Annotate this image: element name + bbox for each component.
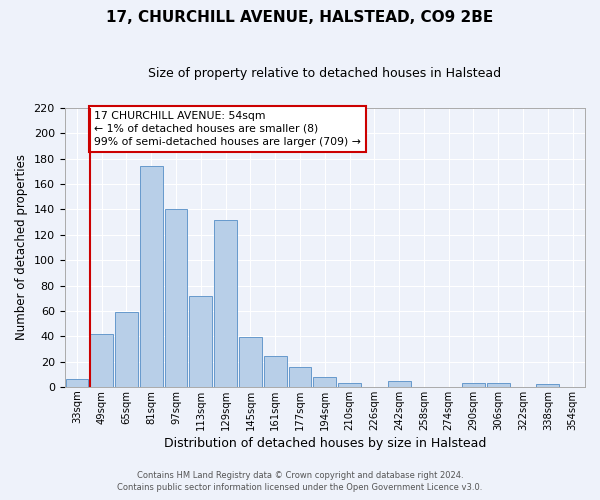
X-axis label: Distribution of detached houses by size in Halstead: Distribution of detached houses by size …: [164, 437, 486, 450]
Text: 17, CHURCHILL AVENUE, HALSTEAD, CO9 2BE: 17, CHURCHILL AVENUE, HALSTEAD, CO9 2BE: [106, 10, 494, 25]
Bar: [338, 383, 361, 387]
Bar: [313, 377, 336, 387]
Bar: [91, 334, 113, 387]
Text: Contains HM Land Registry data © Crown copyright and database right 2024.
Contai: Contains HM Land Registry data © Crown c…: [118, 471, 482, 492]
Bar: [462, 383, 485, 387]
Y-axis label: Number of detached properties: Number of detached properties: [15, 154, 28, 340]
Bar: [239, 338, 262, 387]
Bar: [115, 312, 138, 387]
Bar: [264, 356, 287, 387]
Bar: [140, 166, 163, 387]
Bar: [65, 380, 88, 387]
Bar: [388, 380, 410, 387]
Bar: [536, 384, 559, 387]
Title: Size of property relative to detached houses in Halstead: Size of property relative to detached ho…: [148, 68, 502, 80]
Bar: [190, 296, 212, 387]
Bar: [164, 210, 187, 387]
Text: 17 CHURCHILL AVENUE: 54sqm
← 1% of detached houses are smaller (8)
99% of semi-d: 17 CHURCHILL AVENUE: 54sqm ← 1% of detac…: [94, 110, 361, 147]
Bar: [289, 366, 311, 387]
Bar: [214, 220, 237, 387]
Bar: [487, 383, 509, 387]
